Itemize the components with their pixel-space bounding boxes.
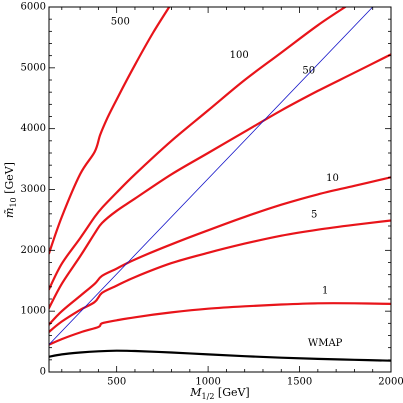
x-tick-label: 1000 [195,377,220,388]
series-label-100: 100 [230,50,249,61]
series-line-100 [49,7,348,291]
series-label-10: 10 [326,173,339,184]
series-label-5: 5 [311,210,317,221]
y-tick-label: 5000 [21,62,46,73]
series-line-wmap [49,349,391,362]
series-line-10 [49,176,391,326]
x-tick-label: 1500 [287,377,312,388]
series-label-wmap: WMAP [308,338,343,349]
plot-curves [49,7,391,362]
series-label-50: 50 [302,65,315,76]
series-line-1 [49,302,391,346]
series-line-500 [49,7,171,255]
x-tick-label: 2000 [378,377,403,388]
y-tick-label: 1000 [21,306,46,317]
y-axis-label: m̃10 [GeV] [3,162,18,218]
y-tick-label: 2000 [21,245,46,256]
y-tick-label: 6000 [21,2,46,13]
y-tick-label: 0 [40,367,46,378]
x-axis-label: M1/2 [GeV] [189,386,249,401]
y-tick-label: 4000 [21,123,46,134]
series-line-5 [49,219,391,333]
curve-labels: 500 100 50 10 5 1 WMAP [111,17,343,349]
x-tick-label: 500 [107,377,126,388]
series-label-1: 1 [322,286,328,297]
reference-diagonal-line [49,7,374,346]
series-line-50 [49,53,391,310]
series-label-500: 500 [111,17,130,28]
y-tick-label: 3000 [21,184,46,195]
